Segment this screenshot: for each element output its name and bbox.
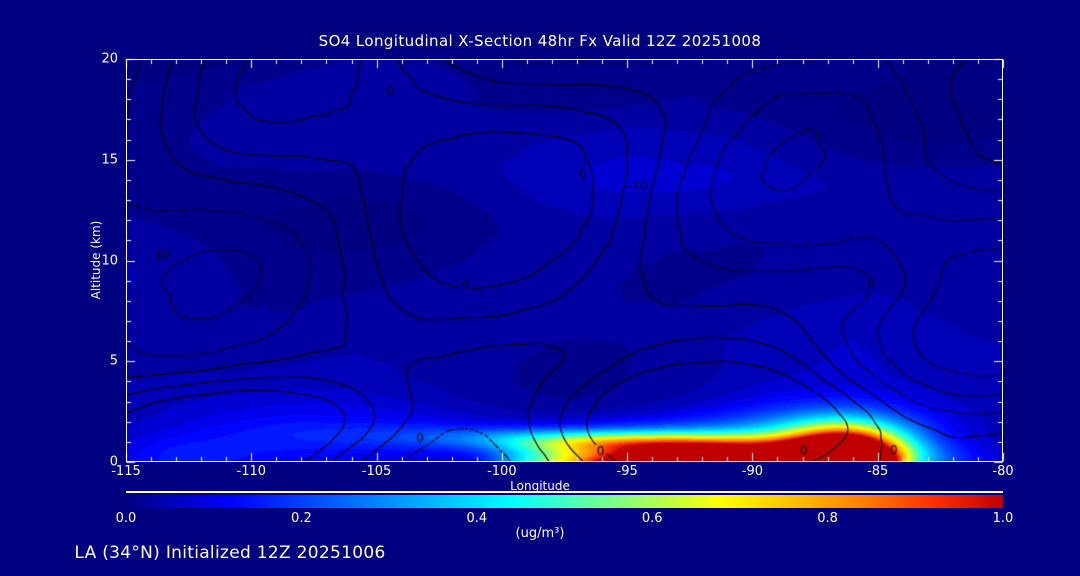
figure-footer: LA (34°N) Initialized 12Z 20251006: [74, 543, 386, 563]
y-tick-label: 10: [101, 253, 118, 268]
colorbar-top-rule: [126, 491, 1003, 493]
colorbar: [126, 495, 1003, 508]
x-tick-label: -95: [616, 464, 638, 479]
x-tick-label: -100: [487, 464, 517, 479]
colorbar-tick-label: 1.0: [992, 511, 1014, 526]
x-tick-label: -110: [236, 464, 267, 479]
colorbar-units: (ug/m³): [0, 526, 1080, 541]
colorbar-tick-label: 0.4: [466, 511, 488, 526]
colorbar-tick-label: 0.6: [641, 511, 663, 526]
y-tick-label: 5: [109, 353, 118, 369]
x-tick-label: -85: [867, 464, 889, 479]
x-tick-label: -105: [361, 464, 392, 479]
colorbar-units-text: (ug/m³): [515, 526, 565, 541]
colorbar-tick-label: 0.2: [291, 511, 312, 526]
y-tick-label: 15: [101, 152, 118, 168]
y-tick-label: 20: [101, 51, 118, 67]
x-axis-label: Longitude: [510, 479, 570, 493]
x-tick-label: -80: [992, 464, 1014, 479]
colorbar-tick-label: 0.8: [817, 511, 838, 526]
colorbar-tick-label: 0.0: [115, 511, 137, 526]
x-tick-label: -115: [111, 464, 141, 479]
y-tick-label: 0: [109, 454, 118, 470]
x-tick-label: -90: [741, 464, 764, 479]
